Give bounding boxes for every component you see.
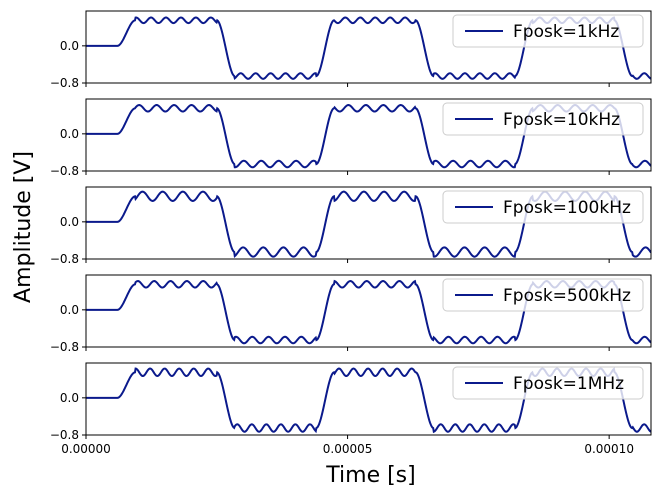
legend-label: Fposk=100kHz [503,198,631,218]
legend: Fposk=100kHz [442,190,644,224]
y-tick-label: 0.0 [60,127,79,141]
y-axis-label: Amplitude [V] [11,151,36,303]
plot-frame [85,362,652,436]
subplot-2: 0.0 −0.8 Fposk=10kHz [50,98,652,178]
legend-label: Fposk=500kHz [503,286,631,306]
y-tick-label: 0.0 [60,215,79,229]
legend: Fposk=1kHz [452,14,644,48]
y-tick-label: −0.8 [50,164,79,178]
subplot-5: 0.0 −0.8 Fposk=1MHz [50,362,652,442]
legend-label: Fposk=10kHz [503,110,620,130]
subplot-4: 0.0 −0.8 Fposk=500kHz [50,274,652,354]
y-tick-label: 0.0 [60,303,79,317]
y-tick-label: −0.8 [50,428,79,442]
plot-frame [85,274,652,348]
legend-box [442,190,644,224]
x-tick-label: 0.00000 [61,442,111,456]
x-axis-label: Time [s] [325,463,415,488]
legend: Fposk=10kHz [442,102,644,136]
plot-frame [85,10,652,84]
y-tick-label: −0.8 [50,76,79,90]
legend: Fposk=1MHz [452,366,644,400]
x-tick-label: 0.00005 [323,442,373,456]
subplot-1: 0.0 −0.8 Fposk=1kHz [50,10,652,90]
y-tick-label: 0.0 [60,391,79,405]
y-tick-label: 0.0 [60,39,79,53]
plot-frame [85,186,652,260]
subplots: 0.0 −0.8 Fposk=1kHz 0.0 −0.8 Fposk=10kHz 0.0 −0… [50,10,652,442]
x-tick-label: 0.00010 [584,442,634,456]
x-axis: 0.00000 0.00005 0.00010 [61,442,634,456]
legend-box [442,278,644,312]
plot-frame [85,98,652,172]
legend-label: Fposk=1kHz [513,22,619,42]
y-tick-label: −0.8 [50,252,79,266]
legend-label: Fposk=1MHz [513,374,624,394]
legend-box [452,14,644,48]
legend-box [452,366,644,400]
y-tick-label: −0.8 [50,340,79,354]
legend: Fposk=500kHz [442,278,644,312]
subplot-3: 0.0 −0.8 Fposk=100kHz [50,186,652,266]
legend-box [442,102,644,136]
